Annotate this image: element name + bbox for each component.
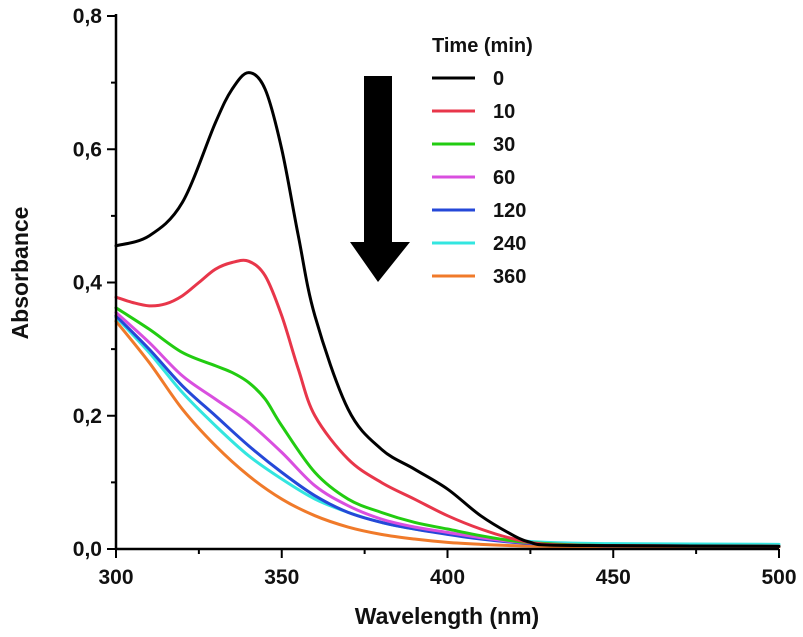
legend-label-360: 360 xyxy=(493,266,526,288)
legend-label-240: 240 xyxy=(493,233,526,255)
y-tick-label: 0,6 xyxy=(73,138,102,161)
legend-label-10: 10 xyxy=(493,101,515,123)
y-tick-label: 0,8 xyxy=(73,5,103,28)
legend-label-60: 60 xyxy=(493,167,515,189)
axes-layer xyxy=(114,14,779,551)
series-line-10 xyxy=(114,258,781,548)
legend-label-30: 30 xyxy=(493,134,515,156)
x-tick-label: 500 xyxy=(761,566,796,589)
series-line-120 xyxy=(114,314,781,548)
x-tick-label: 450 xyxy=(596,566,631,589)
legend-title: Time (min) xyxy=(432,35,533,57)
x-tick-label: 300 xyxy=(98,566,133,589)
series-line-0 xyxy=(114,71,781,548)
series-layer xyxy=(114,71,781,549)
legend-label-120: 120 xyxy=(493,200,526,222)
x-tick-label: 350 xyxy=(264,566,299,589)
legend: 0 10 30 60 120 240 360 xyxy=(432,68,526,288)
y-axis-label-group: Absorbance xyxy=(7,207,33,340)
legend-label-0: 0 xyxy=(493,68,504,90)
x-axis-label: Wavelength (nm) xyxy=(355,603,539,629)
series-line-60 xyxy=(114,310,781,548)
y-axis-label: Absorbance xyxy=(7,207,33,340)
series-line-240 xyxy=(114,315,781,546)
decrease-arrow-icon xyxy=(350,76,410,282)
y-tick-label: 0,4 xyxy=(73,272,103,295)
x-tick-label: 400 xyxy=(430,566,465,589)
y-tick-label: 0,2 xyxy=(73,405,102,428)
y-tick-label: 0,0 xyxy=(73,538,102,561)
series-line-360 xyxy=(114,319,781,549)
